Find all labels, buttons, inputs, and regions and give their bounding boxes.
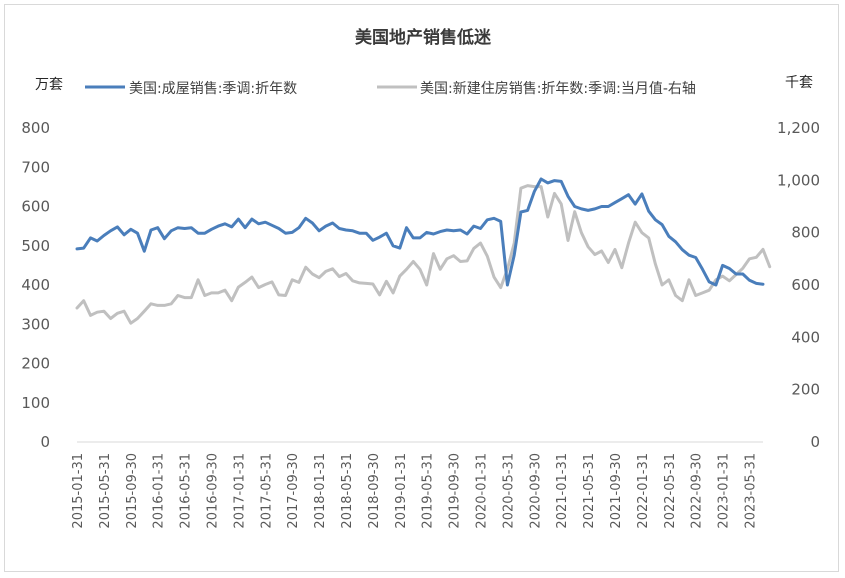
right-axis-ticks: 0 200 400 600 800 1,000 1,200	[777, 119, 820, 451]
chart-title: 美国地产销售低迷	[355, 27, 492, 48]
x-tick-label: 2021-01-31	[555, 453, 570, 529]
right-tick-label: 800	[791, 224, 820, 242]
x-tick-label: 2015-09-30	[125, 453, 140, 529]
x-tick-label: 2018-05-31	[340, 453, 355, 529]
left-unit-label: 万套	[35, 77, 63, 93]
right-tick-label: 400	[791, 328, 820, 346]
x-tick-label: 2016-09-30	[206, 453, 221, 529]
x-tick-label: 2021-09-30	[609, 453, 624, 529]
chart-frame: 美国地产销售低迷 万套 千套 美国:成屋销售:季调:折年数 美国:新建住房销售:…	[4, 4, 839, 572]
x-tick-label: 2019-01-31	[394, 453, 409, 529]
x-tick-label: 2023-05-31	[744, 453, 759, 529]
left-tick-label: 300	[21, 315, 50, 333]
right-unit-label: 千套	[785, 75, 813, 91]
x-tick-label: 2022-05-31	[663, 453, 678, 529]
left-tick-label: 700	[21, 158, 50, 176]
x-tick-label: 2018-09-30	[367, 453, 382, 529]
series-lines	[75, 177, 772, 325]
legend-label-new-home-sales: 美国:新建住房销售:折年数:季调:当月值-右轴	[420, 81, 696, 97]
x-tick-label: 2022-09-30	[690, 453, 705, 529]
series-line-new-home-sales	[75, 184, 772, 325]
x-tick-label: 2017-01-31	[232, 453, 247, 529]
right-tick-label: 200	[791, 381, 820, 399]
x-tick-label: 2018-01-31	[313, 453, 328, 529]
legend: 美国:成屋销售:季调:折年数 美国:新建住房销售:折年数:季调:当月值-右轴	[85, 81, 696, 97]
x-tick-label: 2020-09-30	[528, 453, 543, 529]
right-tick-label: 1,000	[777, 171, 820, 189]
x-tick-label: 2019-09-30	[448, 453, 463, 529]
x-tick-label: 2021-05-31	[582, 453, 597, 529]
x-tick-label: 2020-01-31	[475, 453, 490, 529]
x-axis-ticks: 2015-01-31 2015-05-31 2015-09-30 2016-01-31…	[71, 453, 759, 529]
x-tick-label: 2017-05-31	[259, 453, 274, 529]
legend-label-existing-home-sales: 美国:成屋销售:季调:折年数	[129, 81, 297, 97]
x-tick-label: 2019-05-31	[421, 453, 436, 529]
left-tick-label: 400	[21, 276, 50, 294]
left-tick-label: 600	[21, 198, 50, 216]
x-tick-label: 2015-05-31	[98, 453, 113, 529]
x-tick-label: 2016-05-31	[179, 453, 194, 529]
x-tick-label: 2015-01-31	[71, 453, 86, 529]
right-tick-label: 1,200	[777, 119, 820, 137]
x-tick-label: 2022-01-31	[636, 453, 651, 529]
right-tick-label: 600	[791, 276, 820, 294]
x-tick-label: 2017-09-30	[286, 453, 301, 529]
left-tick-label: 200	[21, 355, 50, 373]
left-tick-label: 0	[40, 433, 50, 451]
series-line-existing-home-sales	[75, 177, 765, 287]
chart-svg: 美国地产销售低迷 万套 千套 美国:成屋销售:季调:折年数 美国:新建住房销售:…	[21, 27, 820, 529]
right-tick-label: 0	[810, 433, 820, 451]
left-tick-label: 100	[21, 394, 50, 412]
x-tick-label: 2016-01-31	[152, 453, 167, 529]
x-tick-label: 2023-01-31	[717, 453, 732, 529]
x-tick-label: 2020-05-31	[501, 453, 516, 529]
left-tick-label: 500	[21, 237, 50, 255]
left-tick-label: 800	[21, 119, 50, 137]
left-axis-ticks: 0 100 200 300 400 500 600 700 800	[21, 119, 50, 451]
